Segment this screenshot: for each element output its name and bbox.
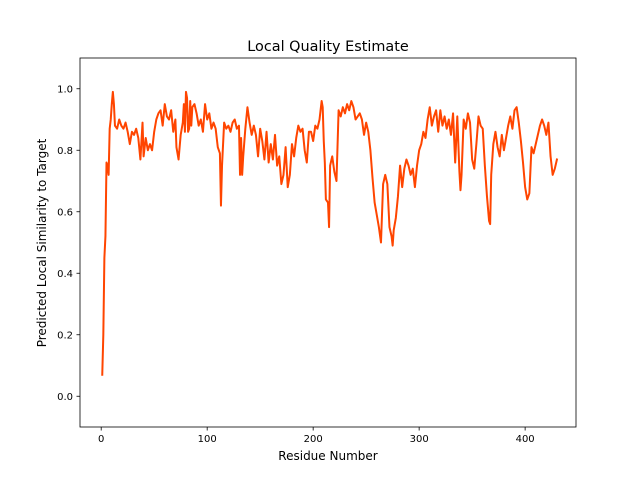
y-tick-label: 0.2	[57, 330, 73, 341]
y-tick-label: 0.4	[57, 269, 73, 280]
x-tick-label: 100	[198, 434, 217, 445]
plot-area	[101, 90, 559, 376]
y-axis-label: Predicted Local Similarity to Target	[35, 138, 49, 347]
x-tick-label: 200	[304, 434, 323, 445]
y-tick-label: 0.0	[57, 392, 73, 403]
y-tick-label: 1.0	[57, 84, 73, 95]
x-tick-label: 400	[516, 434, 535, 445]
series-line-0	[101, 90, 559, 376]
y-tick-label: 0.6	[57, 207, 73, 218]
x-tick-label: 300	[410, 434, 429, 445]
x-axis-label: Residue Number	[278, 449, 377, 463]
plot-frame	[79, 57, 577, 428]
y-tick-label: 0.8	[57, 146, 73, 157]
chart-title: Local Quality Estimate	[247, 39, 409, 55]
axis-ticks: 0 100 200 300 400 0.0 0.2 0.4 0.6 0.8 1.0	[57, 84, 535, 445]
x-tick-label: 0	[98, 434, 104, 445]
